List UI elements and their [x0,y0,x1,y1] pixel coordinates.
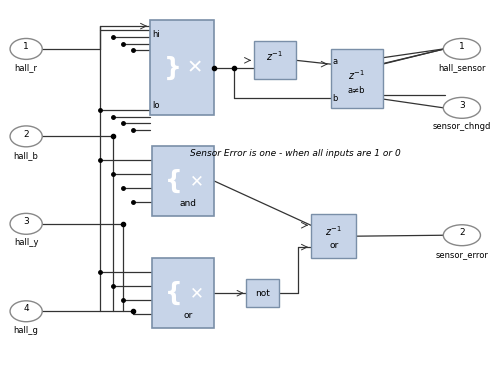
Text: hall_y: hall_y [14,238,38,247]
Ellipse shape [444,97,480,118]
Text: a: a [332,57,338,66]
Text: }: } [164,56,182,80]
Text: hall_b: hall_b [14,151,38,160]
Text: Sensor Error is one - when all inputs are 1 or 0: Sensor Error is one - when all inputs ar… [190,149,400,158]
FancyBboxPatch shape [330,49,382,108]
Text: {: { [165,281,183,305]
Text: hall_sensor: hall_sensor [438,63,486,72]
Text: or: or [184,311,193,320]
Text: 1: 1 [24,42,29,51]
Text: not: not [255,289,270,298]
FancyBboxPatch shape [311,214,356,258]
Text: {: { [165,169,183,193]
Text: 2: 2 [459,228,464,237]
Text: b: b [332,94,338,103]
Text: 1: 1 [459,42,465,51]
Ellipse shape [10,38,42,59]
Text: or: or [329,241,338,250]
Text: 3: 3 [459,101,465,110]
Text: hall_g: hall_g [14,326,38,335]
Text: $z^{-1}$: $z^{-1}$ [266,50,283,64]
Ellipse shape [10,301,42,322]
Text: 2: 2 [24,129,29,139]
Text: ✕: ✕ [187,59,203,77]
FancyBboxPatch shape [150,20,214,115]
Text: $z^{-1}$: $z^{-1}$ [325,224,342,238]
Text: $z^{-1}$: $z^{-1}$ [348,69,365,82]
Ellipse shape [10,213,42,234]
Text: sensor_error: sensor_error [436,250,488,259]
FancyBboxPatch shape [254,41,296,79]
Text: 3: 3 [24,217,29,226]
Text: ✕: ✕ [190,284,204,302]
Ellipse shape [10,126,42,147]
Ellipse shape [444,225,480,246]
FancyBboxPatch shape [246,279,278,308]
Text: a≠b: a≠b [348,86,366,95]
FancyBboxPatch shape [152,146,214,216]
Text: sensor_chngd: sensor_chngd [432,122,491,131]
FancyBboxPatch shape [152,258,214,328]
Text: hall_r: hall_r [14,63,38,72]
Text: ✕: ✕ [190,172,204,190]
Text: and: and [180,199,197,208]
Text: hi: hi [152,30,160,39]
Text: 4: 4 [24,304,29,314]
Ellipse shape [444,38,480,59]
Text: lo: lo [152,101,160,110]
